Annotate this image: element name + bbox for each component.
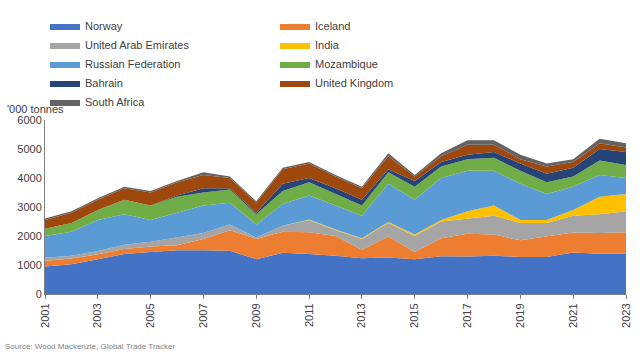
svg-text:India: India xyxy=(315,39,340,51)
svg-text:Bahrain: Bahrain xyxy=(85,77,123,89)
svg-text:2017: 2017 xyxy=(461,303,473,327)
svg-text:United Arab Emirates: United Arab Emirates xyxy=(85,39,189,51)
svg-text:2005: 2005 xyxy=(144,303,156,327)
svg-text:2015: 2015 xyxy=(408,303,420,327)
svg-text:5000: 5000 xyxy=(17,143,41,155)
svg-text:1000: 1000 xyxy=(17,259,41,271)
svg-text:South Africa: South Africa xyxy=(85,96,145,108)
svg-text:3000: 3000 xyxy=(17,201,41,213)
svg-text:2019: 2019 xyxy=(514,303,526,327)
svg-text:2007: 2007 xyxy=(197,303,209,327)
svg-text:6000: 6000 xyxy=(17,114,41,126)
svg-text:Mozambique: Mozambique xyxy=(315,58,378,70)
svg-text:2013: 2013 xyxy=(355,303,367,327)
svg-text:0: 0 xyxy=(36,288,42,300)
svg-text:2001: 2001 xyxy=(39,303,51,327)
svg-text:Iceland: Iceland xyxy=(315,20,350,32)
svg-text:2009: 2009 xyxy=(250,303,262,327)
svg-text:United Kingdom: United Kingdom xyxy=(315,77,393,89)
svg-text:Source: Wood Mackenzie, Global: Source: Wood Mackenzie, Global Trade Tra… xyxy=(5,342,175,351)
svg-text:Russian Federation: Russian Federation xyxy=(85,58,180,70)
svg-text:2003: 2003 xyxy=(91,303,103,327)
svg-text:'000 tonnes: '000 tonnes xyxy=(7,103,64,115)
svg-text:2011: 2011 xyxy=(303,303,315,327)
svg-text:2021: 2021 xyxy=(567,303,579,327)
svg-text:2000: 2000 xyxy=(17,230,41,242)
svg-text:Norway: Norway xyxy=(85,20,123,32)
svg-text:2023: 2023 xyxy=(620,303,632,327)
svg-text:4000: 4000 xyxy=(17,172,41,184)
